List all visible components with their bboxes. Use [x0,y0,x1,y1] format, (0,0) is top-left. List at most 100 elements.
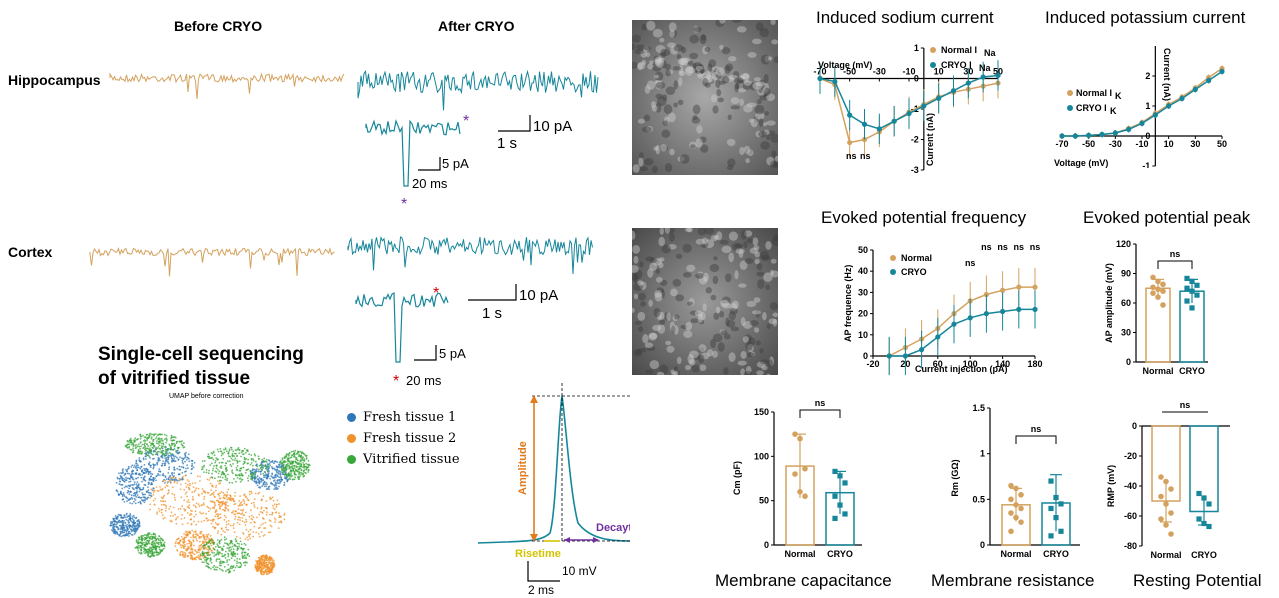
umap-point [244,551,247,554]
umap-point [120,516,123,519]
umap-point [210,493,213,496]
umap-point [121,529,124,531]
data-point [1013,514,1019,521]
umap-point [149,535,152,538]
umap-point [276,461,279,463]
cell-body [702,272,709,282]
umap-point [225,570,227,573]
umap-point [224,478,227,481]
umap-point [270,461,273,463]
cell-body [656,311,662,321]
umap-point [270,525,273,528]
umap-point [260,499,263,501]
cell-body [712,350,718,358]
umap-point [162,473,165,475]
cell-body [681,57,688,66]
umap-point [123,495,126,497]
umap-point [207,541,210,544]
umap-point [209,476,212,479]
umap-point [150,495,153,498]
cell-body [772,234,778,242]
cortex-micrograph [632,228,778,375]
umap-point [262,556,265,559]
umap-point [223,555,225,557]
y-tick-label: 20 [858,309,868,319]
umap-point [263,474,265,477]
umap-point [263,476,265,479]
umap-point [179,544,182,547]
y-tick-label: 1 [980,449,985,459]
cell-body [764,110,769,116]
data-point [792,431,798,437]
umap-point [139,474,142,477]
cell-body [693,66,699,73]
cell-body [750,351,756,357]
umap-point [146,436,149,439]
cell-body [692,104,701,115]
umap-point [241,554,244,557]
umap-point [174,460,177,462]
umap-point [201,550,204,553]
umap-point [127,515,130,518]
umap-point [222,491,225,494]
umap-point [128,493,131,496]
cell-body [668,22,677,32]
umap-point [140,460,142,463]
umap-point [137,496,140,498]
umap-point [157,543,160,546]
cell-body [737,78,746,84]
cell-body [684,364,692,371]
series-line [1062,70,1223,137]
umap-point [294,456,297,459]
umap-point [173,436,176,438]
x-tick-label: 60 [933,359,943,369]
cell-body [641,126,652,133]
umap-point [157,545,160,548]
cell-body [717,97,725,103]
cell-body [771,236,778,246]
umap-point [288,452,291,455]
cell-body [738,283,747,288]
umap-point [250,502,253,505]
umap-point [231,567,233,570]
x-category-label: CRYO [827,549,853,559]
umap-point [163,494,166,497]
umap-point [187,531,189,534]
umap-point [203,556,206,559]
data-point [1150,290,1156,296]
cell-body [756,361,766,368]
ns-label: ns [965,258,976,268]
umap-subtitle: UMAP before correction [169,393,244,400]
umap-point [210,522,213,525]
umap-point [183,442,185,445]
cell-body [692,63,697,69]
amplitude-arrow-head-bottom [530,534,538,542]
umap-point [152,494,155,496]
legend-label: CRYO I [1076,103,1107,113]
umap-point [266,470,269,473]
umap-point [211,551,214,554]
cell-body [663,116,670,125]
umap-point [187,499,190,501]
umap-point [254,492,257,495]
umap-point [117,533,120,536]
umap-point [213,454,216,457]
umap-point [158,541,160,544]
umap-point [208,479,211,481]
umap-point [185,491,188,494]
umap-point [174,545,177,547]
umap-point [240,467,243,469]
umap-point [249,470,252,472]
cell-body [655,268,661,275]
umap-point [275,470,278,473]
umap-point [216,458,219,461]
umap-point [213,491,215,494]
umap-point [148,494,151,497]
umap-point [262,571,264,573]
umap-point [171,436,173,439]
umap-point [294,449,297,452]
umap-point [186,522,189,524]
umap-point [219,466,222,469]
umap-point [238,473,241,476]
umap-point [266,507,268,510]
